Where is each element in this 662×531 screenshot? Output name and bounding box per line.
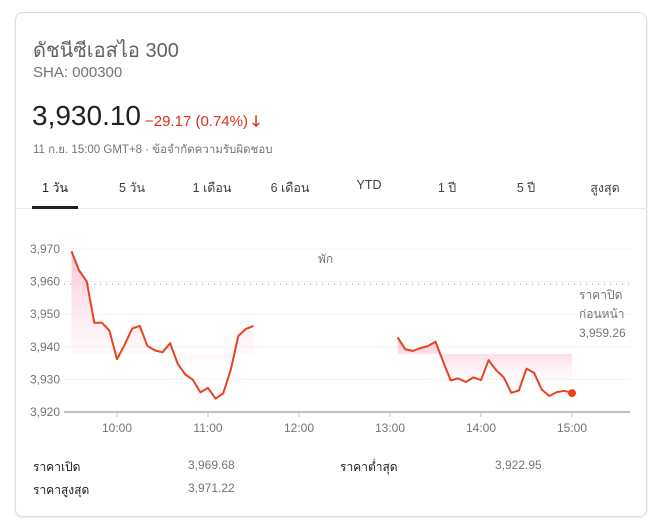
- tab-1-month[interactable]: 1 เดือน: [192, 181, 232, 195]
- x-tick-label: 11:00: [193, 421, 222, 435]
- x-tick-label: 14:00: [466, 421, 496, 435]
- last-price-dot: [568, 389, 576, 398]
- timestamp-disclaimer[interactable]: 11 ก.ย. 15:00 GMT+8 · ข้อจำกัดความรับผิด…: [33, 144, 273, 156]
- y-tick-label: 3,930: [30, 372, 60, 386]
- area-fill: [71, 251, 254, 399]
- stat-label-open: ราคาเปิด: [33, 460, 81, 474]
- stat-label-low: ราคาต่ำสุด: [340, 460, 398, 474]
- y-tick-label: 3,960: [30, 275, 60, 289]
- tab-divider: [15, 208, 647, 209]
- y-tick-label: 3,940: [30, 340, 60, 354]
- price-line: [70, 250, 254, 400]
- stat-value-high: 3,971.22: [188, 481, 235, 495]
- ticker-symbol: SHA: 000300: [33, 64, 123, 81]
- tab-max[interactable]: สูงสุด: [590, 181, 620, 195]
- stat-value-low: 3,922.95: [495, 458, 542, 472]
- tab-5-day[interactable]: 5 วัน: [119, 181, 145, 195]
- area-fill: [397, 337, 572, 396]
- price-line: [396, 336, 573, 397]
- y-tick-label: 3,920: [30, 405, 60, 419]
- tab-ytd[interactable]: YTD: [356, 178, 382, 192]
- tab-6-month[interactable]: 6 เดือน: [270, 181, 310, 195]
- price-change: −29.17 (0.74%) 🡓: [145, 111, 260, 136]
- tab-1-year[interactable]: 1 ปี: [437, 181, 457, 195]
- change-value: −29.17 (0.74%): [145, 113, 248, 130]
- stat-label-high: ราคาสูงสุด: [33, 483, 90, 497]
- y-tick-label: 3,950: [30, 307, 60, 321]
- previous-close-label: ก่อนหน้า: [579, 307, 625, 321]
- x-tick-label: 12:00: [284, 421, 314, 435]
- previous-close-value: 3,959.26: [579, 326, 626, 340]
- previous-close-label: ราคาปิด: [579, 288, 622, 302]
- lunch-break-label: พัก: [318, 252, 333, 266]
- current-price: 3,930.10: [32, 100, 141, 131]
- tab-5-year[interactable]: 5 ปี: [516, 181, 536, 195]
- stock-card: [15, 12, 647, 517]
- x-tick-label: 13:00: [375, 421, 405, 435]
- y-tick-label: 3,970: [30, 242, 60, 256]
- index-title: ดัชนีซีเอสไอ 300: [33, 40, 179, 62]
- active-tab-indicator: [32, 206, 78, 209]
- x-tick-label: 15:00: [557, 421, 587, 435]
- arrow-down-icon: 🡓: [252, 113, 260, 130]
- tab-1-day[interactable]: 1 วัน: [42, 181, 68, 195]
- x-tick-label: 10:00: [102, 421, 132, 435]
- stat-value-open: 3,969.68: [188, 458, 235, 472]
